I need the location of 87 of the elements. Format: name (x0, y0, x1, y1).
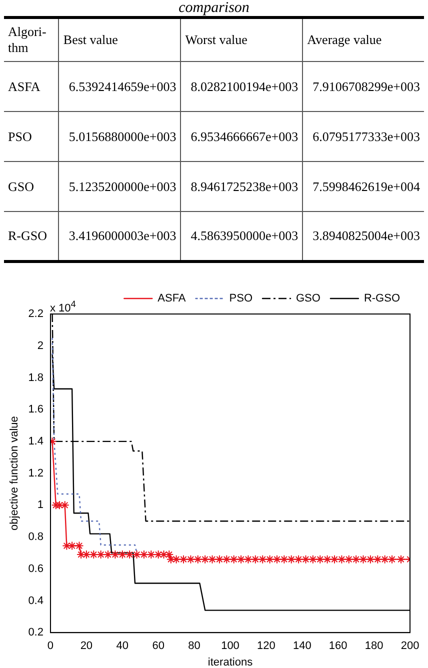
text: R-GSO (7, 227, 48, 245)
legend-label: R-GSO (364, 292, 400, 305)
text: 8.9461725238e+003 (180, 162, 303, 212)
point (366, 554, 375, 564)
x-axis-title: iterations (208, 656, 254, 668)
text: 3.8940825004e+003 (302, 212, 424, 262)
text: 7.5998462619e+004 (302, 162, 424, 212)
text: 6.0795177333e+003 (302, 112, 424, 162)
legend-label: PSO (229, 292, 253, 305)
point (214, 554, 224, 564)
annotation: x 10$^{4}$ (50, 299, 76, 315)
y-tick-label: 1.6 (28, 404, 44, 416)
text: ASFA (7, 78, 42, 96)
point (396, 554, 406, 564)
point (352, 554, 361, 564)
point (316, 554, 325, 564)
point (193, 554, 202, 564)
point (68, 541, 77, 550)
text: 3.4196000003e+003 (58, 212, 181, 262)
x-tick-label: 100 (221, 640, 240, 652)
point (179, 554, 188, 564)
point (330, 554, 340, 564)
point (380, 554, 390, 564)
text: 6.5392414659e+003 (58, 62, 181, 112)
point (286, 554, 296, 564)
y-tick-label: 1.8 (28, 372, 44, 384)
text: Best value (58, 18, 181, 62)
text: 4.5863950000e+003 (180, 212, 303, 262)
point (322, 554, 332, 564)
y-tick-label: 1 (37, 499, 44, 512)
text: 5.0156880000e+003 (58, 112, 181, 162)
point (74, 541, 84, 550)
x-tick-label: 0 (47, 640, 54, 652)
x-tick-label: 120 (257, 640, 276, 652)
point (200, 554, 210, 564)
text: 6.9534666667e+003 (180, 112, 303, 162)
point (337, 554, 346, 564)
point (294, 554, 304, 564)
y-tick-label: 2.2 (28, 308, 44, 320)
y-tick-label: 2 (37, 340, 44, 352)
text: Average value (302, 18, 424, 62)
point (60, 500, 70, 510)
point (258, 554, 268, 564)
text: PSO (7, 128, 33, 146)
x-tick-label: 200 (400, 640, 420, 652)
point (373, 554, 382, 564)
point (272, 554, 282, 564)
y-axis-title: objective function value (8, 416, 21, 530)
y-tick-label: 1.2 (28, 467, 44, 480)
point (388, 554, 397, 564)
x-tick-label: 180 (364, 640, 384, 652)
y-tick-label: 0.6 (28, 562, 44, 575)
x-tick-label: 160 (328, 640, 348, 652)
point (222, 554, 232, 564)
point (229, 554, 238, 564)
legend-label: GSO (296, 292, 321, 305)
point (208, 554, 217, 564)
point (172, 554, 181, 564)
point (358, 554, 368, 564)
point (280, 554, 289, 564)
y-tick-label: 0.8 (28, 531, 44, 544)
point (236, 554, 246, 564)
legend-label: ASFA (158, 292, 186, 305)
y-tick-label: 0.2 (28, 626, 44, 639)
y-tick-label: 0.4 (28, 594, 44, 607)
text: 7.9106708299e+003 (302, 62, 424, 112)
text: GSO (7, 178, 36, 196)
point (244, 554, 253, 564)
text: 8.0282100194e+003 (180, 62, 303, 112)
point (265, 554, 274, 564)
text: Algori-thm (7, 23, 48, 57)
text: 5.1235200000e+003 (58, 162, 181, 212)
x-tick-label: 80 (188, 640, 200, 652)
point (344, 554, 354, 564)
x-tick-label: 40 (116, 640, 129, 652)
line-series (52, 337, 138, 554)
x-tick-label: 60 (152, 640, 164, 652)
text: Worst value (180, 18, 303, 62)
x-tick-label: 140 (292, 640, 312, 652)
point (301, 554, 310, 564)
point (186, 554, 196, 564)
point (250, 554, 260, 564)
text: comparison (178, 0, 250, 16)
y-tick-label: 1.4 (28, 435, 44, 448)
point (62, 541, 72, 550)
x-tick-label: 20 (80, 640, 93, 652)
point (308, 554, 318, 564)
